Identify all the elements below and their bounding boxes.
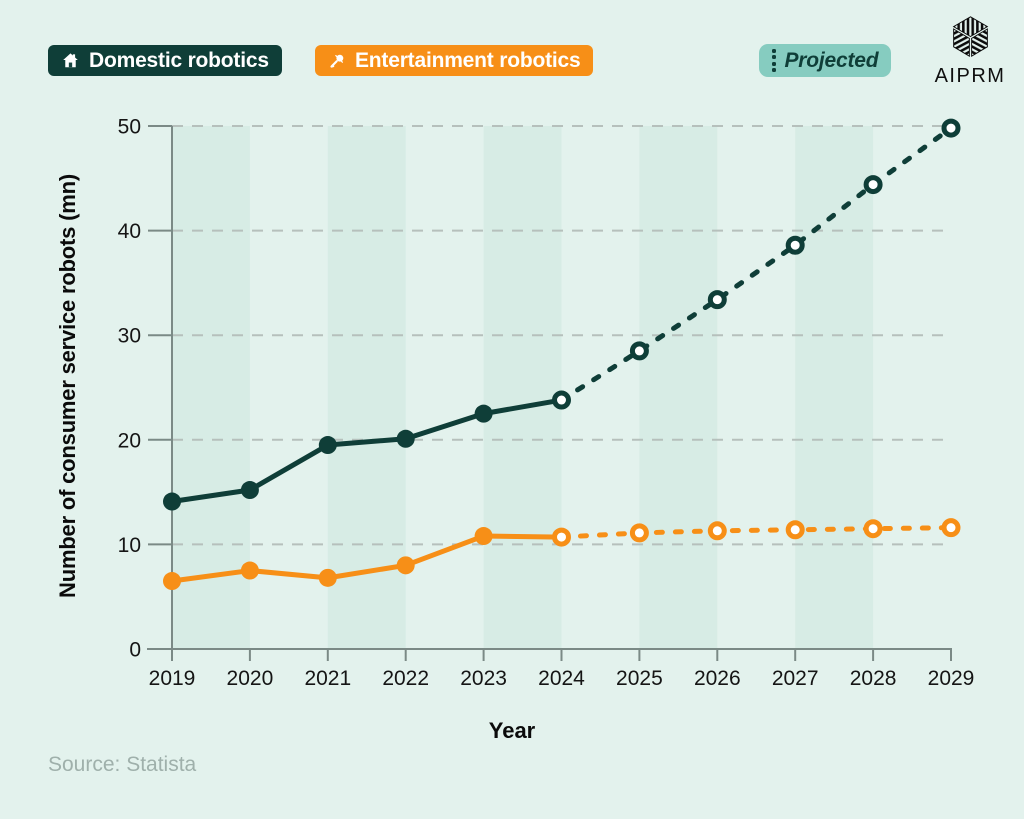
entertainment-robotics-line-actual (169, 533, 564, 584)
entertainment-robotics-point-2020 (240, 561, 259, 580)
dotted-line-icon (772, 48, 776, 73)
background-band (483, 126, 562, 649)
entertainment-robotics-point-2028 (863, 519, 883, 539)
domestic-robotics-point-2019 (163, 492, 181, 511)
domestic-robotics-point-2028 (863, 175, 883, 195)
background-band (327, 126, 406, 649)
entertainment-robotics-point-2023 (474, 527, 493, 546)
domestic-robotics-point-2029 (941, 118, 961, 138)
legend-projected-label: Projected (784, 48, 879, 72)
entertainment-robotics-point-2021 (318, 568, 337, 587)
x-tick-label: 2025 (616, 667, 663, 690)
domestic-robotics-point-2026 (707, 290, 727, 310)
domestic-robotics-line-projected (559, 125, 954, 403)
aiprm-logo-text: AIPRM (934, 65, 1006, 87)
x-axis-title: Year (488, 718, 536, 743)
x-tick-label: 2026 (694, 667, 741, 690)
y-tick-label: 20 (118, 429, 141, 452)
x-tick-label: 2021 (304, 667, 351, 690)
entertainment-robotics-point-2025 (629, 523, 649, 543)
domestic-robotics-point-2021 (318, 436, 337, 455)
y-tick-label: 0 (129, 639, 141, 662)
x-tick-label: 2024 (538, 667, 585, 690)
legend-entertainment-badge: Entertainment robotics (315, 45, 594, 76)
entertainment-robotics-point-2026 (707, 521, 727, 541)
x-tick-label: 2019 (149, 667, 196, 690)
y-axis-title: Number of consumer service robots (mn) (55, 174, 80, 598)
y-tick-label: 40 (118, 220, 141, 243)
background-band (639, 126, 718, 649)
domestic-robotics-point-2025 (629, 341, 649, 361)
legend-projected-badge: Projected (759, 44, 892, 77)
entertainment-robotics-point-2022 (396, 556, 415, 575)
house-icon (63, 53, 78, 68)
domestic-robotics-point-2022 (396, 429, 415, 448)
microphone-icon (330, 54, 344, 68)
x-tick-label: 2022 (382, 667, 429, 690)
aiprm-logo: AIPRM (928, 14, 1012, 88)
x-tick-label: 2027 (772, 667, 819, 690)
aiprm-logo-icon (952, 16, 988, 58)
entertainment-robotics-point-2029 (941, 518, 961, 538)
x-tick-label: 2029 (928, 667, 975, 690)
entertainment-robotics-point-2019 (163, 572, 181, 591)
domestic-robotics-point-2024 (552, 390, 571, 410)
legend-entertainment-label: Entertainment robotics (355, 48, 581, 72)
y-tick-label: 50 (118, 116, 141, 139)
domestic-robotics-line-actual (169, 397, 564, 505)
domestic-robotics-point-2023 (474, 404, 493, 423)
source-note: Source: Statista (48, 753, 197, 776)
entertainment-robotics-line-projected (559, 525, 954, 540)
x-tick-label: 2020 (227, 667, 274, 690)
legend-domestic-label: Domestic robotics (89, 48, 269, 72)
x-tick-label: 2023 (460, 667, 507, 690)
legend-domestic-badge: Domestic robotics (48, 45, 282, 76)
domestic-robotics-point-2027 (785, 235, 805, 255)
y-tick-label: 10 (118, 534, 141, 557)
x-tick-label: 2028 (850, 667, 897, 690)
y-tick-label: 30 (118, 325, 141, 348)
background-band (795, 126, 874, 649)
entertainment-robotics-point-2027 (785, 520, 805, 540)
domestic-robotics-point-2020 (240, 481, 259, 500)
background-band (172, 126, 250, 649)
entertainment-robotics-point-2024 (552, 527, 571, 547)
